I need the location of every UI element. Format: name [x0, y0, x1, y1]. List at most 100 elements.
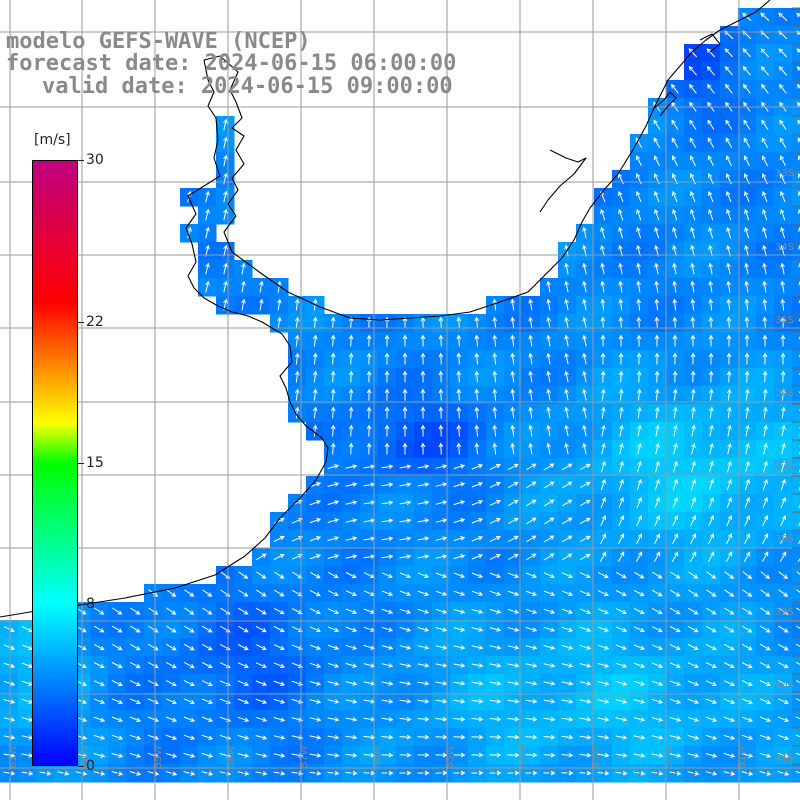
wind-arrow	[273, 771, 286, 776]
wind-arrow	[327, 662, 340, 668]
wind-arrow	[760, 12, 770, 22]
wind-arrow	[688, 66, 697, 76]
wind-arrow	[762, 280, 767, 293]
wind-arrow	[633, 662, 646, 668]
wind-arrow	[273, 717, 286, 722]
wind-arrow	[327, 590, 339, 597]
wind-arrow	[399, 626, 412, 632]
wind-arrow	[183, 752, 196, 758]
wind-arrow	[205, 262, 210, 275]
wind-speed-cell	[792, 44, 800, 63]
wind-arrow	[544, 463, 555, 471]
wind-arrow	[690, 478, 696, 491]
wind-arrow	[636, 388, 642, 401]
wind-arrow	[726, 316, 732, 329]
wind-arrow	[274, 571, 285, 579]
wind-arrow	[345, 752, 358, 758]
wind-arrow	[330, 352, 336, 365]
wind-arrow	[795, 734, 800, 738]
wind-arrow	[796, 607, 800, 611]
wind-arrow	[744, 370, 750, 383]
wind-arrow	[690, 190, 696, 203]
wind-arrow	[187, 226, 192, 239]
wind-arrow	[742, 607, 753, 615]
wind-arrow	[453, 518, 466, 524]
wind-arrow	[456, 388, 462, 401]
colorbar-tick-label: 30	[86, 152, 104, 168]
wind-arrow	[672, 478, 678, 491]
wind-arrow	[330, 316, 336, 329]
wind-arrow	[543, 716, 556, 722]
wind-speed-cell	[792, 692, 800, 711]
wind-arrow	[708, 370, 714, 383]
latitude-label: 33S	[775, 168, 794, 179]
wind-arrow	[687, 753, 700, 758]
wind-arrow	[633, 626, 645, 633]
wind-arrow	[579, 663, 592, 668]
wind-arrow	[291, 626, 303, 633]
wind-arrow	[760, 571, 771, 580]
wind-arrow	[690, 208, 696, 221]
wind-arrow	[726, 262, 731, 275]
wind-arrow	[255, 662, 267, 669]
wind-arrow	[312, 370, 318, 383]
wind-arrow	[690, 370, 696, 383]
wind-arrow	[600, 478, 606, 491]
wind-arrow	[525, 645, 538, 650]
wind-arrow	[708, 533, 715, 545]
wind-arrow	[708, 208, 714, 221]
wind-arrow	[474, 352, 480, 365]
colorbar-unit: [m/s]	[34, 132, 71, 148]
wind-arrow	[435, 482, 448, 487]
wind-arrow	[241, 298, 246, 311]
wind-arrow	[670, 589, 681, 597]
wind-arrow	[763, 424, 768, 437]
wind-arrow	[778, 625, 789, 633]
wind-arrow	[636, 208, 642, 221]
wind-arrow	[381, 626, 394, 632]
wind-arrow	[489, 572, 502, 578]
wind-arrow	[579, 644, 592, 650]
wind-arrow	[489, 608, 502, 614]
wind-arrow	[579, 499, 591, 507]
wind-arrow	[561, 717, 574, 722]
wind-arrow	[255, 625, 267, 633]
wind-arrow	[709, 442, 714, 455]
wind-arrow	[345, 626, 358, 632]
colorbar-tick-mark	[78, 766, 84, 767]
wind-arrow	[273, 535, 285, 542]
wind-arrow	[525, 716, 538, 722]
wind-arrow	[489, 535, 501, 542]
wind-arrow	[546, 334, 551, 347]
wind-speed-cell	[792, 224, 800, 243]
wind-arrow	[797, 155, 800, 161]
wind-arrow	[327, 482, 340, 487]
wind-arrow	[366, 442, 372, 455]
wind-arrow	[600, 388, 606, 401]
wind-arrow	[525, 752, 538, 758]
wind-arrow	[21, 771, 34, 776]
wind-arrow	[579, 681, 592, 686]
wind-arrow	[417, 608, 430, 614]
wind-arrow	[93, 734, 106, 740]
wind-arrow	[399, 536, 412, 541]
wind-arrow	[562, 517, 573, 525]
wind-arrow	[453, 645, 466, 650]
wind-arrow	[507, 553, 519, 561]
wind-arrow	[312, 424, 318, 437]
wind-arrow	[723, 752, 736, 758]
wind-arrow	[3, 680, 16, 686]
wind-arrow	[330, 370, 336, 383]
wind-arrow	[273, 644, 285, 651]
wind-arrow	[223, 136, 228, 149]
wind-arrow	[184, 589, 195, 597]
wind-arrow	[600, 515, 607, 527]
wind-arrow	[760, 607, 771, 615]
wind-arrow	[633, 771, 646, 776]
wind-arrow	[546, 388, 551, 401]
wind-arrow	[510, 388, 516, 401]
wind-arrow	[671, 155, 678, 167]
wind-arrow	[255, 753, 268, 758]
wind-arrow	[330, 442, 336, 455]
wind-arrow	[507, 608, 520, 614]
